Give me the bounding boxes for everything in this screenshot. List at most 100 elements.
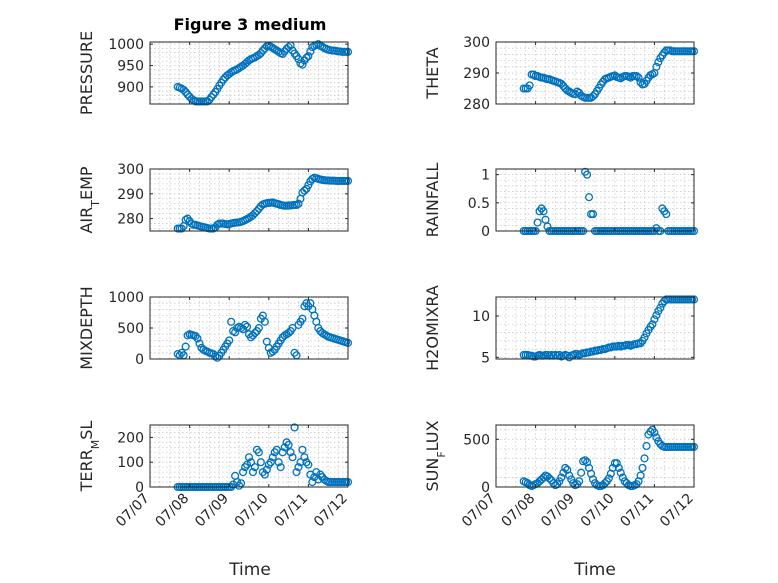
data-point <box>583 170 592 179</box>
subplot-1: 900 950 1000 PRESSURE <box>77 31 353 115</box>
data-point <box>242 460 252 469</box>
data-point <box>231 328 240 337</box>
data-point <box>177 224 186 233</box>
data-point <box>614 463 623 472</box>
data-point <box>555 350 564 359</box>
y-tick-label: 0.5 <box>468 196 490 212</box>
data-point <box>239 468 248 477</box>
y-tick-label: 500 <box>463 432 490 448</box>
y-tick-label: 280 <box>463 97 490 113</box>
axes-box <box>495 424 695 488</box>
data-point <box>264 460 273 469</box>
data-point <box>652 62 661 71</box>
data-point <box>557 79 566 88</box>
data-point <box>652 433 661 442</box>
data-point <box>300 453 309 462</box>
data-point <box>316 470 325 479</box>
data-point <box>252 207 261 216</box>
y-tick-label: 290 <box>463 66 490 82</box>
data-point <box>246 458 256 467</box>
data-point <box>539 473 548 482</box>
data-point <box>640 333 649 342</box>
data-point <box>290 348 299 357</box>
data-point <box>543 222 552 231</box>
y-tick-label: 1 <box>481 168 490 184</box>
data-point <box>284 328 293 338</box>
data-point <box>278 448 287 457</box>
y-tick-label: 950 <box>117 59 144 75</box>
data-point <box>260 317 269 326</box>
data-point <box>268 347 277 356</box>
data-point <box>242 322 252 331</box>
data-point <box>559 81 568 91</box>
data-point <box>304 460 313 469</box>
figure-title: Figure 3 medium <box>174 15 327 34</box>
data-point <box>650 315 659 324</box>
data-point <box>288 453 297 462</box>
data-point <box>648 320 657 329</box>
data-point <box>588 475 598 484</box>
data-point <box>565 353 574 362</box>
data-point <box>654 58 663 67</box>
y-tick-label: 200 <box>117 430 144 446</box>
data-point <box>203 97 212 106</box>
data-point <box>294 199 303 208</box>
y-axis-label: H2OMIXRA <box>423 285 442 371</box>
data-point <box>638 463 647 472</box>
data-point <box>632 72 641 81</box>
data-point <box>298 445 307 454</box>
data-point <box>312 468 321 477</box>
y-tick-label: 290 <box>117 187 144 203</box>
data-point <box>642 441 651 451</box>
data-point <box>248 331 258 340</box>
data-point <box>258 468 267 477</box>
data-point <box>225 336 234 345</box>
data-point <box>533 218 542 227</box>
y-tick-label: 0 <box>481 224 490 240</box>
data-point <box>290 423 299 432</box>
data-point <box>539 207 548 216</box>
data-point <box>618 473 627 482</box>
y-tick-label: 300 <box>117 162 144 178</box>
y-axis-label: PRESSURE <box>77 31 96 115</box>
data-point <box>555 477 564 486</box>
data-point <box>256 458 265 467</box>
axes-box <box>495 168 695 232</box>
data-point <box>577 468 586 477</box>
y-tick-label: 0 <box>481 480 490 496</box>
y-tick-label: 0 <box>135 480 144 496</box>
data-point <box>250 463 259 472</box>
data-point <box>646 322 655 331</box>
data-point <box>296 458 305 467</box>
data-point <box>292 468 301 477</box>
data-point <box>561 463 570 472</box>
data-point <box>306 47 315 56</box>
data-point <box>270 448 279 457</box>
data-point <box>588 92 598 101</box>
y-axis-label: SUNFLUX <box>423 420 448 491</box>
data-point <box>581 456 590 465</box>
data-point <box>575 477 584 486</box>
data-point <box>662 210 671 219</box>
y-tick-label: 100 <box>117 455 144 471</box>
data-point <box>588 210 598 219</box>
data-point <box>282 438 291 447</box>
data-point <box>254 323 263 333</box>
x-axis-label-left: Time <box>228 560 271 580</box>
y-tick-label: 5 <box>481 350 490 366</box>
subplot-5: 0 500 1000 MIXDEPTH <box>77 286 353 370</box>
data-point <box>227 317 236 326</box>
y-axis-label: MIXDEPTH <box>77 286 96 369</box>
y-tick-label: 900 <box>117 80 144 96</box>
data-point <box>274 47 283 56</box>
subplot-2: 280 290 300 THETA <box>423 35 699 113</box>
data-point <box>213 353 222 362</box>
data-point <box>268 453 277 462</box>
subplot-6: 5 10 H2OMIXRA <box>423 285 699 371</box>
data-point <box>250 328 259 338</box>
data-point <box>276 463 285 472</box>
data-point <box>616 468 625 477</box>
data-point <box>254 448 263 457</box>
data-point <box>179 85 188 94</box>
